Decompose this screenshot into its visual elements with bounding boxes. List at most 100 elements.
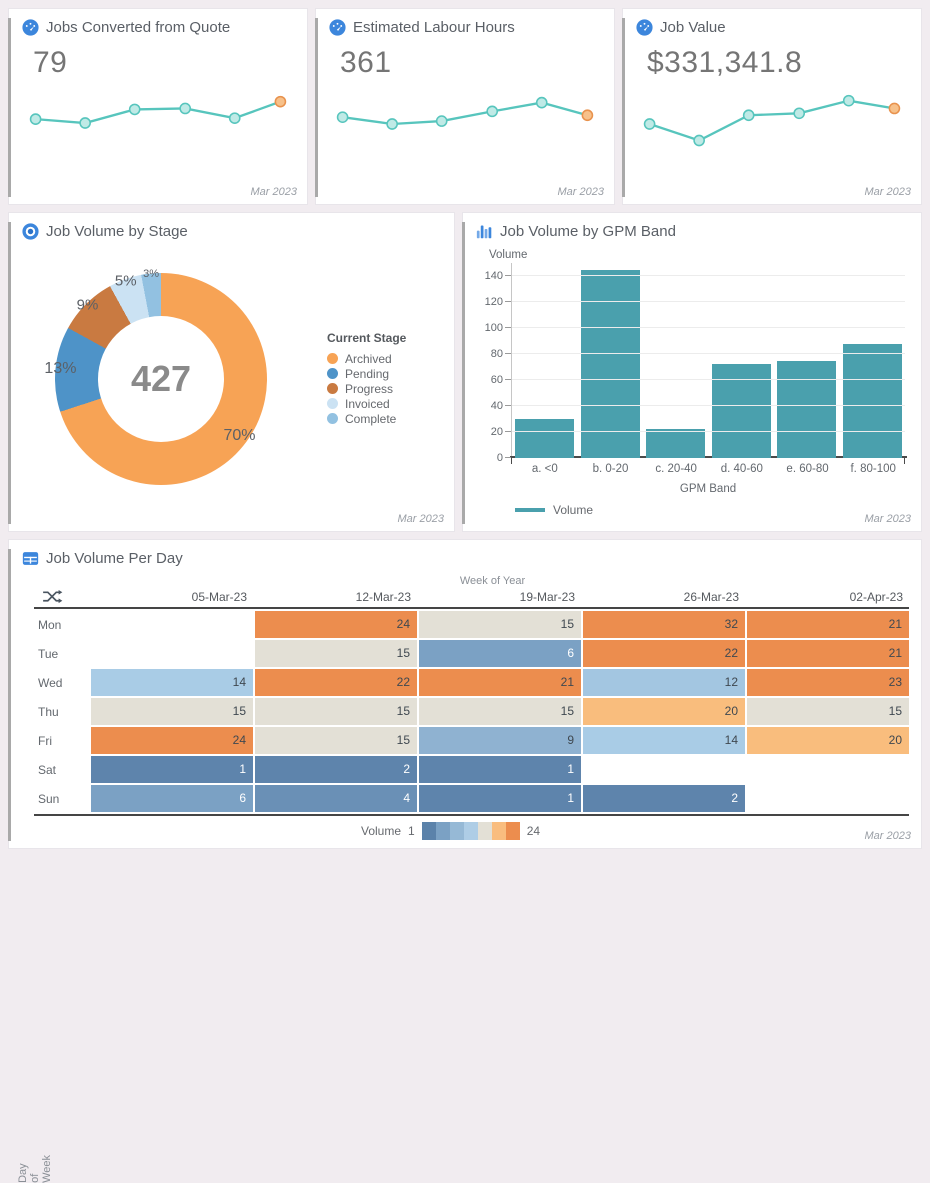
legend-title: Current Stage bbox=[327, 331, 407, 345]
spark-point[interactable] bbox=[643, 118, 656, 130]
bar-d. 40-60[interactable] bbox=[711, 364, 771, 458]
heatmap-cell[interactable]: 1 bbox=[91, 756, 253, 783]
heatmap-cell[interactable]: 2 bbox=[583, 785, 745, 812]
bar-b. 0-20[interactable] bbox=[580, 269, 640, 458]
heatmap-cell[interactable]: 20 bbox=[583, 698, 745, 725]
heatmap-cell[interactable]: 23 bbox=[747, 669, 909, 696]
gauge-icon bbox=[22, 19, 39, 36]
period-label: Mar 2023 bbox=[864, 186, 911, 198]
sparkline-chart[interactable] bbox=[329, 86, 601, 161]
spark-point[interactable] bbox=[79, 117, 91, 129]
heatmap-cell[interactable]: 14 bbox=[91, 669, 253, 696]
heatmap-cell[interactable]: 1 bbox=[419, 785, 581, 812]
heatmap-cell[interactable]: 20 bbox=[747, 727, 909, 754]
heatmap-cell[interactable]: 24 bbox=[255, 611, 417, 638]
heatmap-cell[interactable]: 6 bbox=[419, 640, 581, 667]
kpi-card-labour-hours: Estimated Labour Hours 361 Mar 2023 bbox=[315, 8, 615, 205]
day-row-label: Thu bbox=[38, 704, 59, 719]
shuffle-icon[interactable] bbox=[34, 589, 89, 604]
legend-item-label: Pending bbox=[345, 366, 390, 381]
kpi-title: Jobs Converted from Quote bbox=[46, 19, 231, 36]
donut-card-header: Job Volume by Stage bbox=[9, 213, 454, 240]
legend-item-pending[interactable]: Pending bbox=[327, 366, 406, 381]
y-tick-label: 0 bbox=[496, 452, 503, 464]
y-tick-label: 20 bbox=[490, 426, 503, 438]
legend-color-dot bbox=[327, 413, 338, 424]
sparkline-chart[interactable] bbox=[636, 86, 908, 161]
spark-point[interactable] bbox=[742, 109, 755, 122]
week-column-header[interactable]: 05-Mar-23 bbox=[191, 590, 247, 604]
heatmap-cell[interactable]: 14 bbox=[583, 727, 745, 754]
heatmap-cell[interactable]: 9 bbox=[419, 727, 581, 754]
heatmap-cell[interactable]: 22 bbox=[583, 640, 745, 667]
heatmap-cell[interactable]: 4 bbox=[255, 785, 417, 812]
heatmap-cell[interactable]: 15 bbox=[747, 698, 909, 725]
donut-slice-label: 9% bbox=[76, 296, 99, 314]
y-axis-tick bbox=[505, 457, 511, 458]
bar-f. 80-100[interactable] bbox=[842, 343, 902, 458]
donut-slice-label: 70% bbox=[223, 427, 256, 444]
heatmap-cell[interactable]: 15 bbox=[419, 611, 581, 638]
spark-point[interactable] bbox=[128, 103, 141, 116]
spark-point[interactable] bbox=[693, 134, 705, 147]
spark-point[interactable] bbox=[486, 105, 499, 118]
heatmap-cell[interactable]: 24 bbox=[91, 727, 253, 754]
bar-e. 60-80[interactable] bbox=[777, 360, 837, 458]
spark-point[interactable] bbox=[435, 115, 448, 127]
spark-point[interactable] bbox=[228, 112, 241, 124]
heatmap-cell[interactable]: 12 bbox=[583, 669, 745, 696]
legend-item-label: Progress bbox=[345, 381, 394, 396]
spark-point[interactable] bbox=[29, 113, 42, 125]
week-column-header[interactable]: 12-Mar-23 bbox=[355, 590, 411, 604]
period-label: Mar 2023 bbox=[864, 830, 911, 842]
x-tick-label: a. <0 bbox=[531, 463, 558, 475]
heatmap-cell[interactable]: 21 bbox=[747, 640, 909, 667]
legend-line-swatch bbox=[515, 508, 545, 512]
legend-swatch bbox=[435, 822, 450, 840]
heatmap-cell[interactable]: 15 bbox=[419, 698, 581, 725]
heatmap-cell[interactable]: 2 bbox=[255, 756, 417, 783]
gridline bbox=[512, 353, 905, 354]
heatmap-cell[interactable]: 22 bbox=[255, 669, 417, 696]
heatmap-cell[interactable]: 15 bbox=[255, 640, 417, 667]
legend-swatch bbox=[491, 822, 506, 840]
week-column-header[interactable]: 02-Apr-23 bbox=[849, 590, 903, 604]
sparkline-chart[interactable] bbox=[22, 86, 294, 161]
bar-a. <0[interactable] bbox=[515, 419, 575, 458]
spark-point-current[interactable] bbox=[274, 95, 287, 108]
heatmap-cell[interactable]: 1 bbox=[419, 756, 581, 783]
heatmap-cell[interactable]: 15 bbox=[91, 698, 253, 725]
spark-point-current[interactable] bbox=[888, 102, 901, 115]
spark-point[interactable] bbox=[842, 94, 855, 107]
kpi-row: Jobs Converted from Quote 79 Mar 2023 Es… bbox=[8, 8, 922, 205]
x-axis-end-tick bbox=[904, 458, 905, 464]
spark-point-current[interactable] bbox=[581, 109, 594, 122]
bar-c. 20-40[interactable] bbox=[646, 429, 706, 458]
kpi-card-header: Job Value bbox=[623, 9, 921, 36]
legend-item-complete[interactable]: Complete bbox=[327, 411, 406, 426]
heatmap-cell[interactable]: 32 bbox=[583, 611, 745, 638]
spark-point[interactable] bbox=[386, 118, 398, 130]
heatmap-cell[interactable]: 21 bbox=[419, 669, 581, 696]
spark-point[interactable] bbox=[179, 102, 192, 115]
y-axis-tick bbox=[505, 327, 511, 328]
week-column-header[interactable]: 19-Mar-23 bbox=[519, 590, 575, 604]
heatmap-cell[interactable]: 21 bbox=[747, 611, 909, 638]
chart-title: Job Volume by Stage bbox=[46, 223, 188, 240]
heatmap-cell bbox=[747, 785, 909, 812]
legend-color-dot bbox=[327, 368, 338, 379]
legend-item-invoiced[interactable]: Invoiced bbox=[327, 396, 406, 411]
spark-point[interactable] bbox=[793, 107, 806, 120]
heatmap-cell[interactable]: 15 bbox=[255, 727, 417, 754]
spark-point[interactable] bbox=[535, 96, 548, 109]
spark-point[interactable] bbox=[336, 111, 349, 124]
legend-item-archived[interactable]: Archived bbox=[327, 351, 406, 366]
donut-total: 427 bbox=[130, 358, 192, 399]
week-column-header[interactable]: 26-Mar-23 bbox=[683, 590, 739, 604]
bar-legend[interactable]: Volume bbox=[515, 503, 593, 517]
heatmap-cell[interactable]: 6 bbox=[91, 785, 253, 812]
x-tick-label: f. 80-100 bbox=[850, 463, 896, 475]
legend-color-dot bbox=[327, 383, 338, 394]
legend-item-progress[interactable]: Progress bbox=[327, 381, 406, 396]
heatmap-cell[interactable]: 15 bbox=[255, 698, 417, 725]
